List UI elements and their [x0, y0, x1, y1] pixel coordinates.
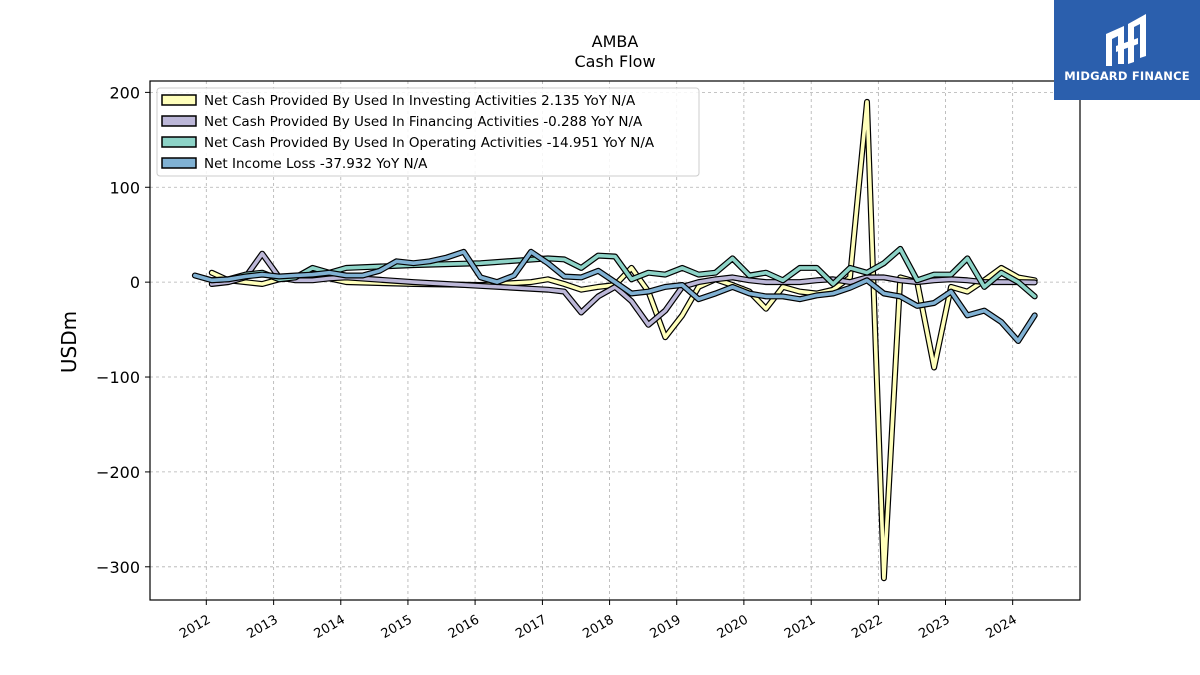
y-tick-label: 100 [109, 178, 140, 197]
series-lines [191, 98, 1038, 582]
legend-label: Net Cash Provided By Used In Investing A… [204, 93, 636, 109]
y-tick-label: −300 [96, 558, 140, 577]
legend-label: Net Cash Provided By Used In Financing A… [204, 114, 643, 130]
logo-text: MIDGARD FINANCE [1064, 69, 1190, 83]
legend-swatch [161, 94, 197, 106]
x-tick-label: 2012 [177, 612, 213, 642]
x-tick-label: 2022 [849, 612, 885, 642]
legend-swatch [161, 115, 197, 127]
x-tick-label: 2017 [513, 612, 549, 642]
x-tick-label: 2014 [312, 612, 348, 642]
series-3-line [193, 250, 1037, 343]
legend-swatch [161, 157, 197, 169]
chart-subtitle: Cash Flow [574, 52, 655, 71]
x-tick-label: 2023 [916, 612, 952, 642]
x-tick-label: 2021 [782, 612, 818, 642]
legend-label: Net Cash Provided By Used In Operating A… [204, 135, 655, 151]
legend-box [156, 87, 700, 177]
y-tick-label: −200 [96, 463, 140, 482]
x-tick-label: 2020 [715, 612, 751, 642]
y-axis-label: USDm [57, 311, 81, 373]
x-tick-label: 2018 [580, 612, 616, 642]
brand-logo: MIDGARD FINANCE [1054, 0, 1200, 100]
x-tick-label: 2016 [446, 612, 482, 642]
x-tick-label: 2019 [648, 612, 684, 642]
x-tick-label: 2013 [244, 612, 280, 642]
legend-swatch [161, 136, 197, 148]
y-tick-label: 0 [130, 273, 140, 292]
legend: Net Cash Provided By Used In Investing A… [156, 87, 700, 177]
plot-frame [149, 80, 1081, 601]
y-tick-label: 200 [109, 83, 140, 102]
x-tick-label: 2015 [379, 612, 415, 642]
legend-label: Net Income Loss -37.932 YoY N/A [204, 156, 428, 172]
x-tick-label: 2024 [984, 612, 1020, 642]
y-tick-label: −100 [96, 368, 140, 387]
chart-title: AMBA [592, 32, 639, 51]
logo-mark-icon [1106, 14, 1146, 66]
series-0-line [210, 100, 1037, 580]
